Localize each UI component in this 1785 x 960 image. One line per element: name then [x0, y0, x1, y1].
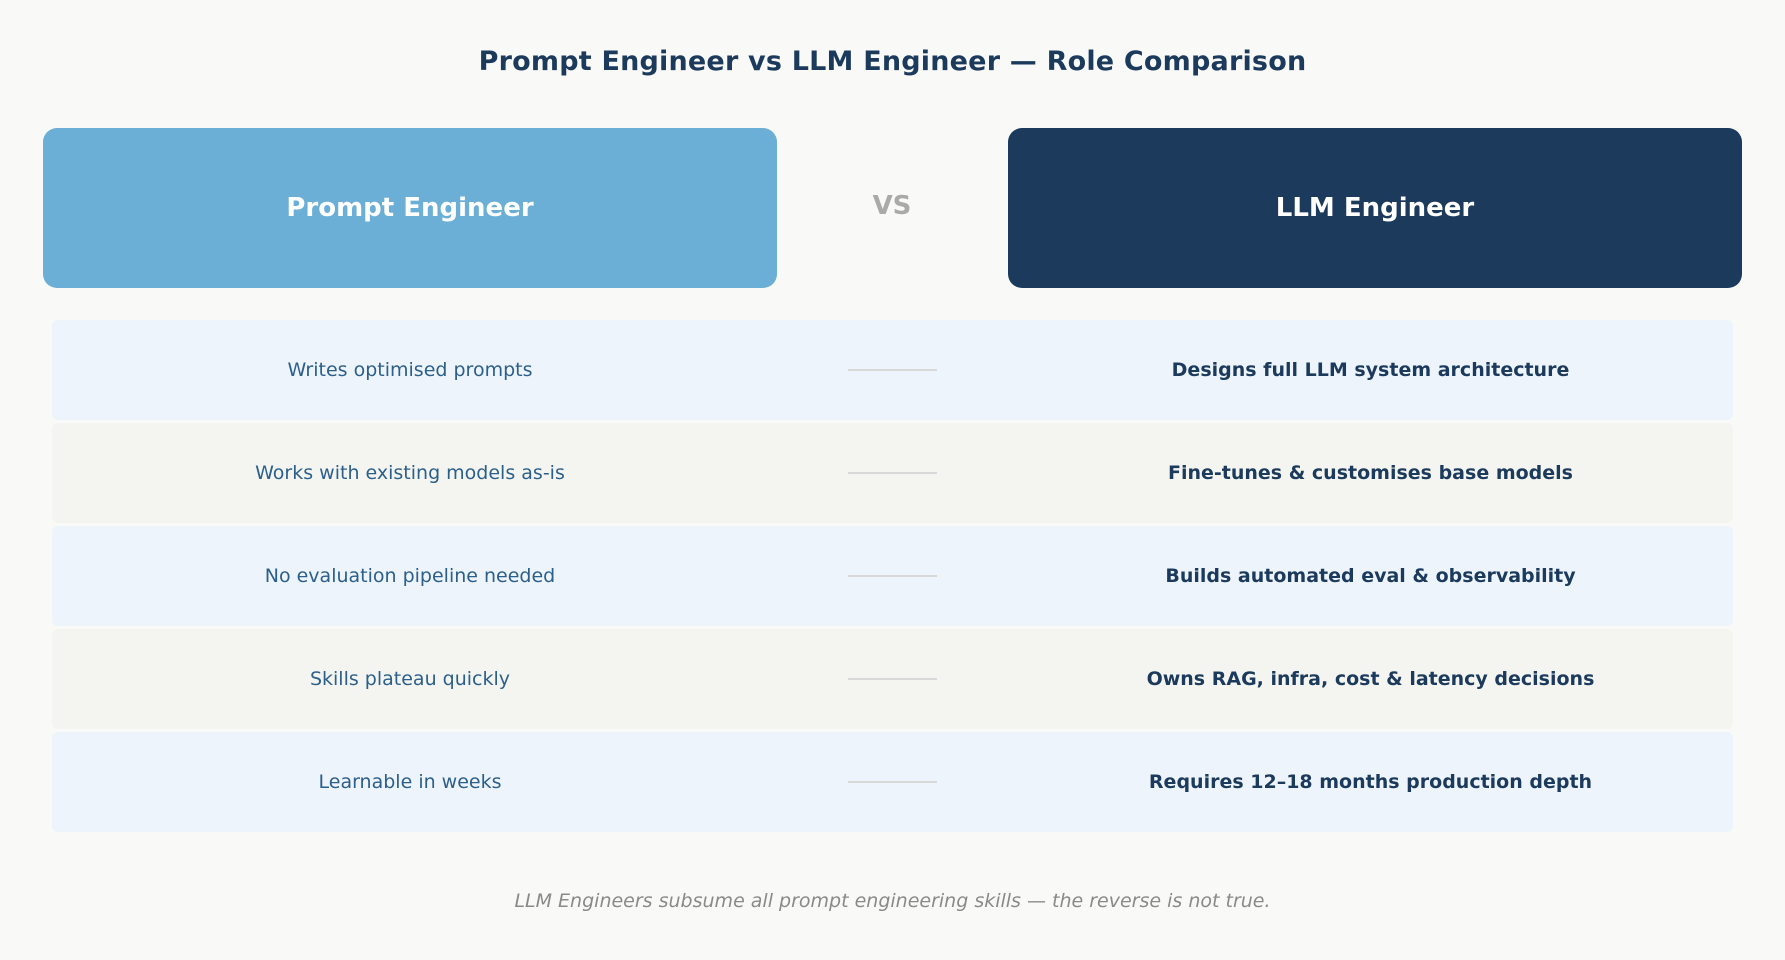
comparison-row: No evaluation pipeline needed Builds aut…: [52, 526, 1733, 626]
prompt-engineer-label: Prompt Engineer: [286, 193, 534, 223]
llm-engineer-trait: Designs full LLM system architecture: [1171, 359, 1570, 381]
llm-engineer-header: LLM Engineer: [1008, 128, 1742, 288]
prompt-engineer-trait: No evaluation pipeline needed: [264, 565, 556, 587]
llm-engineer-trait: Requires 12–18 months production depth: [1148, 771, 1593, 793]
row-divider: [848, 472, 937, 474]
prompt-engineer-trait: Works with existing models as-is: [255, 462, 565, 484]
llm-engineer-trait: Fine-tunes & customises base models: [1168, 462, 1573, 484]
vs-label: VS: [872, 191, 912, 221]
prompt-engineer-trait: Writes optimised prompts: [287, 359, 533, 381]
comparison-row: Works with existing models as-is Fine-tu…: [52, 423, 1733, 523]
prompt-engineer-trait: Skills plateau quickly: [309, 668, 511, 690]
prompt-engineer-header: Prompt Engineer: [43, 128, 777, 288]
llm-engineer-label: LLM Engineer: [1275, 193, 1475, 223]
footer-note: LLM Engineers subsume all prompt enginee…: [514, 890, 1271, 912]
row-divider: [848, 678, 937, 680]
comparison-row: Learnable in weeks Requires 12–18 months…: [52, 732, 1733, 832]
prompt-engineer-trait: Learnable in weeks: [318, 771, 502, 793]
page-title: Prompt Engineer vs LLM Engineer — Role C…: [478, 46, 1307, 77]
row-divider: [848, 781, 937, 783]
row-divider: [848, 575, 937, 577]
row-divider: [848, 369, 937, 371]
llm-engineer-trait: Owns RAG, infra, cost & latency decision…: [1146, 668, 1595, 690]
comparison-row: Writes optimised prompts Designs full LL…: [52, 320, 1733, 420]
llm-engineer-trait: Builds automated eval & observability: [1165, 565, 1576, 587]
comparison-row: Skills plateau quickly Owns RAG, infra, …: [52, 629, 1733, 729]
comparison-rows: Writes optimised prompts Designs full LL…: [52, 320, 1733, 835]
